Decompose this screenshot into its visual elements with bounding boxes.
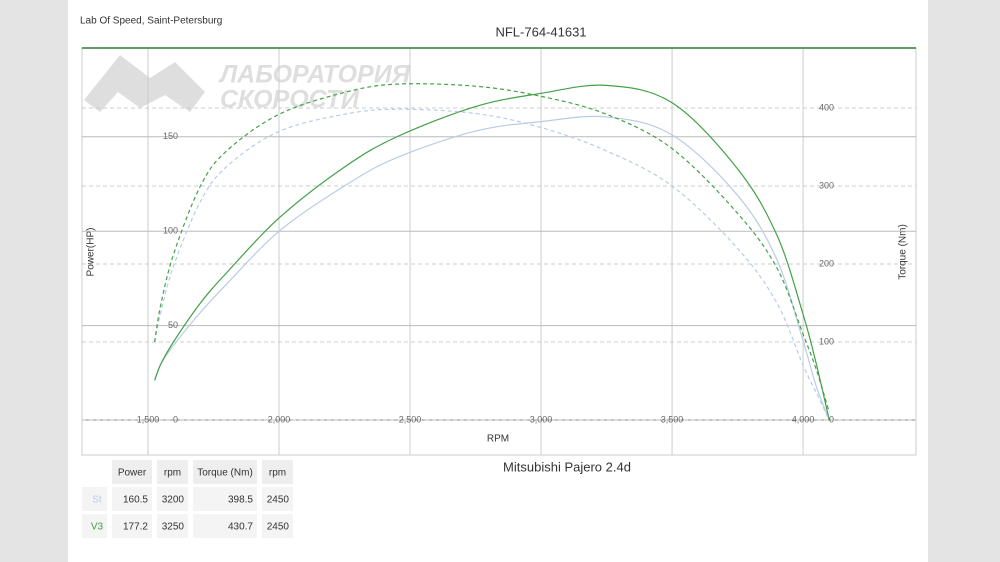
chart-title: NFL-764-41631 [495,24,586,39]
watermark-text: ЛАБОРАТОРИЯ [218,61,411,89]
y2-tick-label: 200 [819,258,834,268]
table-value: 3250 [162,522,185,533]
lab-name: Lab Of Speed, Saint-Petersburg [80,16,222,27]
table-cell [157,487,188,511]
summary-table: Power rpm Torque (Nm) rpm St 160.5 3200 398.5 24… [82,460,293,538]
power-line [154,84,830,421]
table-value: 3200 [162,495,185,506]
x-tick-label: 4,000 [792,414,815,424]
table-row-label: St [92,495,102,506]
table-header: Power [118,468,147,479]
table-header-cell [157,460,188,484]
table-row-label-cell [82,487,107,511]
y2-tick-label: 100 [819,336,834,346]
table-header-cell [262,460,293,484]
table-cell [157,514,188,538]
x-tick-label: 3,000 [530,414,553,424]
table-cell [193,514,257,538]
logo [84,55,205,112]
plot: 1,500 2,000 2,500 3,000 3,500 4,000 0 50 100 150 0… [81,47,917,456]
power-line [154,115,830,421]
y2-tick-label: 400 [819,102,834,112]
table-row-label: V3 [91,522,104,533]
table-header: rpm [269,468,286,479]
y2-axis-label: Torque (Nm) [898,224,909,280]
y-axis-label: Power(HP) [86,228,97,277]
table-header-cell [193,460,257,484]
x-tick-label: 2,000 [268,414,291,424]
y-tick-label: 0 [173,414,178,424]
y2-tick-label: 0 [829,414,834,424]
y2-tick-label: 300 [819,180,834,190]
y-tick-label: 150 [163,131,178,141]
table-cell [112,487,152,511]
torque-line [153,83,830,413]
table-header: rpm [164,468,181,479]
table-header: Torque (Nm) [197,468,253,479]
table-value: 2450 [267,495,290,506]
table-cell [112,514,152,538]
torque-line [153,108,830,421]
x-tick-label: 3,500 [661,414,684,424]
x-tick-label: 2,500 [399,414,422,424]
table-value: 160.5 [123,495,148,506]
chart-subtitle: Mitsubishi Pajero 2.4d [503,459,631,474]
table-cell [262,487,293,511]
table-value: 2450 [267,522,290,533]
x-axis-label: RPM [487,434,509,445]
watermark: ЛАБОРАТОРИЯ СКОРОСТИ [84,55,411,114]
table-cell [262,514,293,538]
x-tick-label: 1,500 [137,414,160,424]
table-row-label-cell [82,514,107,538]
y-tick-label: 50 [168,320,178,330]
table-cell [193,487,257,511]
table-value: 177.2 [123,522,148,533]
table-value: 398.5 [228,495,253,506]
table-header-cell [112,460,152,484]
table-value: 430.7 [228,522,253,533]
y-tick-label: 100 [163,226,178,236]
